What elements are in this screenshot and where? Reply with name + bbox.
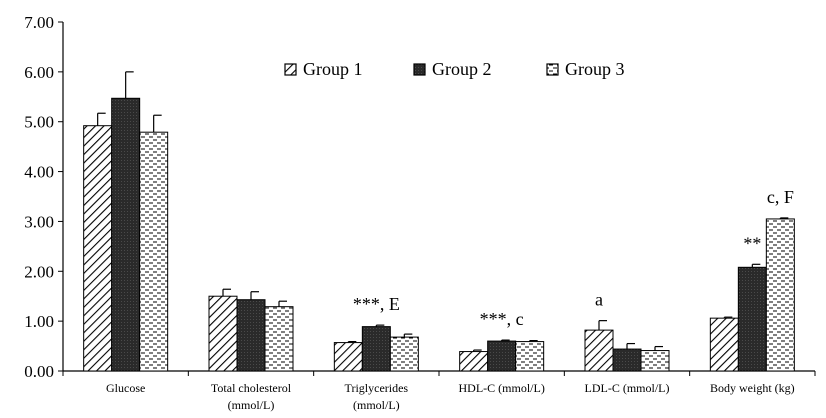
category-label: Glucose: [106, 381, 145, 395]
significance-annotation: ***, E: [353, 294, 400, 314]
category-label: Body weight (kg): [710, 381, 795, 395]
legend-swatch: [546, 63, 559, 76]
significance-annotation: **: [743, 233, 761, 253]
y-tick-label: 0.00: [24, 362, 54, 381]
bar: [264, 306, 294, 372]
y-tick-label: 7.00: [24, 13, 54, 32]
category-label: (mmol/L): [228, 398, 275, 412]
labels: Glucose Total cholesterol (mmol/L) Triglyce…: [106, 187, 795, 412]
significance-annotation: c, F: [767, 187, 794, 207]
bar: [612, 348, 642, 372]
bar: [139, 131, 169, 372]
legend-swatch: [413, 63, 426, 76]
bar: [584, 329, 614, 372]
category-label: (mmol/L): [353, 398, 400, 412]
legend-entry: Group 3: [565, 59, 625, 79]
bar: [737, 266, 767, 372]
y-tick-label: 6.00: [24, 63, 54, 82]
bar: [236, 299, 266, 372]
category-label: LDL-C (mmol/L): [585, 381, 670, 395]
y-tick-label: 2.00: [24, 262, 54, 281]
y-tick-label: 1.00: [24, 312, 54, 331]
significance-annotation: a: [595, 290, 603, 310]
y-tick-label: 5.00: [24, 113, 54, 132]
y-tick-label: 3.00: [24, 212, 54, 231]
bar: [208, 295, 238, 372]
legend-swatch: [284, 63, 297, 76]
legend: Group 1 Group 2 Group 3: [284, 59, 625, 79]
legend-entry: Group 1: [303, 59, 363, 79]
bar: [83, 125, 113, 372]
bar: [640, 350, 670, 372]
bar: [709, 317, 739, 372]
bar: [765, 218, 795, 372]
bar: [459, 351, 489, 372]
bar: [389, 336, 419, 372]
category-label: Triglycerides: [345, 381, 409, 395]
bar: [515, 341, 545, 372]
bar: [361, 326, 391, 372]
bars: [83, 71, 795, 372]
legend-entry: Group 2: [432, 59, 492, 79]
y-tick-label: 4.00: [24, 163, 54, 182]
bar: [333, 342, 363, 372]
bar: [487, 340, 517, 372]
axes: 0.00 1.00 2.00 3.00 4.00 5.00 6.00 7.00: [24, 13, 816, 381]
bar: [111, 97, 141, 372]
category-label: HDL-C (mmol/L): [459, 381, 545, 395]
category-label: Total cholesterol: [211, 381, 292, 395]
significance-annotation: ***, c: [480, 309, 524, 329]
